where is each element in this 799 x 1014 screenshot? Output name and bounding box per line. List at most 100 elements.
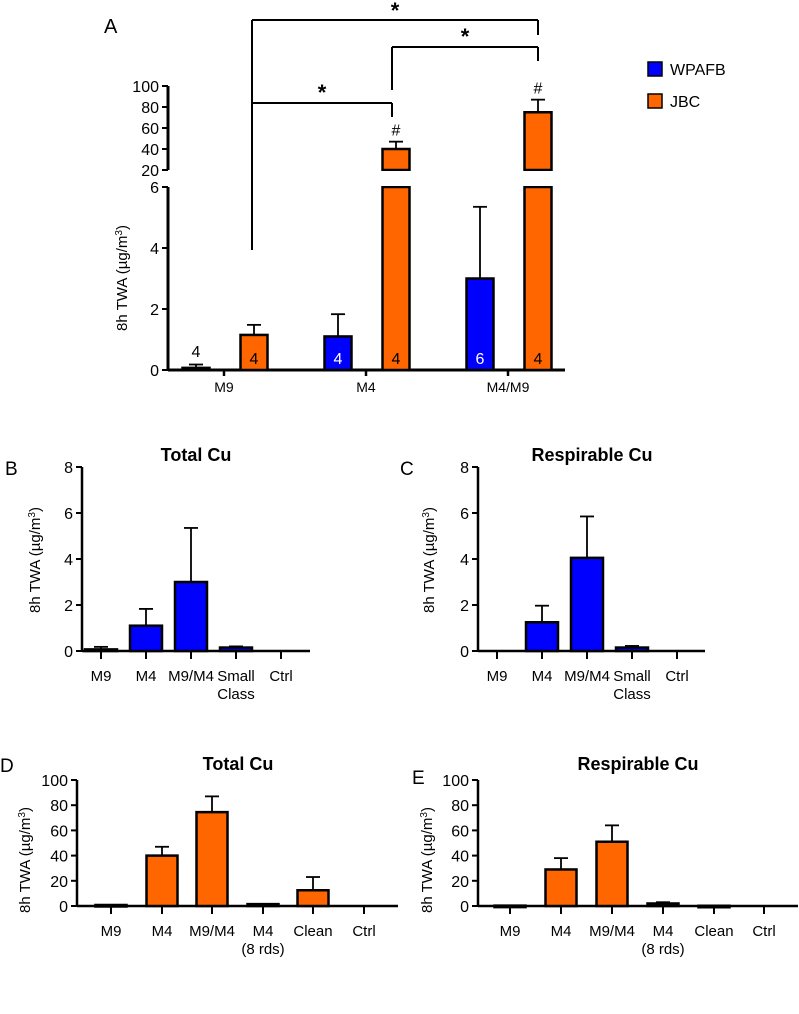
y-tick-label: 80 [451, 798, 469, 815]
y-tick-label: 6 [460, 506, 469, 523]
y-tick-label: 80 [50, 798, 68, 815]
x-tick-label: M4/M9 [487, 379, 530, 395]
y-tick-label: 8 [460, 460, 469, 477]
panel-b: B Total Cu 0 2 4 6 8 8h TWA (µg/m3) M9 M4 M9/M4 Sma… [5, 445, 310, 703]
bar [246, 902, 280, 908]
y-axis-label: 8h TWA (µg/m3) [17, 807, 35, 913]
n-label: 4 [534, 351, 543, 368]
significance-marker-hash: # [392, 123, 401, 140]
x-tick-label: Ctrl [752, 923, 775, 940]
x-tick-label: (8 rds) [641, 941, 684, 958]
x-tick-label: M4 [152, 923, 173, 940]
significance-star: * [318, 80, 327, 105]
x-tick-label: Ctrl [269, 668, 292, 685]
bar [544, 868, 578, 908]
x-tick-label: M9/M4 [168, 668, 214, 685]
bar [569, 556, 605, 653]
panel-title: Respirable Cu [531, 445, 652, 465]
panel-title: Respirable Cu [577, 754, 698, 774]
y-axis-label: 8h TWA (µg/m3) [419, 807, 437, 913]
x-tick-label: Ctrl [665, 668, 688, 685]
bar [218, 646, 254, 653]
bar-wpafb [323, 335, 353, 372]
bar [595, 840, 629, 908]
y-tick-label: 100 [442, 773, 469, 790]
x-tick-label: (8 rds) [241, 941, 284, 958]
y-axis-label: 8h TWA (µg/m3) [114, 225, 132, 331]
x-tick-label: Small [613, 668, 651, 685]
legend-swatch-wpafb [647, 61, 663, 77]
bar-wpafb [181, 366, 211, 372]
y-tick-label: 2 [460, 598, 469, 615]
n-label: 6 [476, 351, 485, 368]
bar [83, 648, 119, 653]
y-tick-label: 40 [451, 849, 469, 866]
y-tick-label: 2 [64, 598, 73, 615]
bar [128, 624, 164, 653]
x-tick-label: M4 [551, 923, 572, 940]
panel-title: Total Cu [203, 754, 274, 774]
y-tick-label: 0 [59, 899, 68, 916]
bar-jbc [523, 185, 553, 372]
y-tick-label: 100 [41, 773, 68, 790]
x-tick-label: M9 [500, 923, 521, 940]
y-axis-label: 8h TWA (µg/m3) [421, 507, 439, 613]
y-tick-label: 6 [150, 180, 159, 197]
n-label: 4 [250, 351, 259, 368]
y-tick-label: 4 [460, 552, 469, 569]
x-tick-label: Small [217, 668, 255, 685]
legend: WPAFB JBC [647, 61, 726, 111]
x-tick-label: M4 [532, 668, 553, 685]
y-tick-label: 4 [150, 241, 159, 258]
y-tick-label: 6 [64, 506, 73, 523]
bar-jbc-upper [523, 111, 553, 172]
bar [296, 889, 330, 908]
legend-label-jbc: JBC [670, 94, 700, 111]
bar [493, 904, 527, 909]
x-tick-label: M4 [253, 923, 274, 940]
y-tick-label: 60 [141, 121, 159, 138]
bar [697, 904, 731, 909]
x-tick-label: M9 [214, 379, 234, 395]
panel-title: Total Cu [161, 445, 232, 465]
bar [524, 621, 560, 653]
panel-label-b: B [5, 459, 18, 480]
bar [173, 580, 209, 653]
x-tick-label: M9/M4 [564, 668, 610, 685]
y-tick-label: 20 [50, 874, 68, 891]
bar-jbc-upper [381, 147, 411, 172]
panel-d: D Total Cu 0 20 40 60 80 100 8h TWA (µg/m3) M9 M4 M… [0, 754, 398, 958]
y-tick-label: 40 [50, 849, 68, 866]
y-tick-label: 20 [141, 163, 159, 180]
bar [195, 810, 229, 908]
significance-star: * [391, 0, 400, 23]
panel-c: C Respirable Cu 0 2 4 6 8 8h TWA (µg/m3) M9 M4 M9/… [400, 445, 705, 703]
x-tick-label: M4 [356, 379, 376, 395]
x-tick-label: M9/M4 [589, 923, 635, 940]
panel-label-d: D [0, 756, 14, 777]
x-tick-label: Class [217, 686, 255, 703]
axis-break-gap [379, 171, 413, 186]
y-tick-label: 40 [141, 142, 159, 159]
x-tick-label: M9 [101, 923, 122, 940]
x-tick-label: Class [613, 686, 651, 703]
y-tick-label: 0 [460, 644, 469, 661]
bar [614, 646, 650, 653]
y-tick-label: 2 [150, 302, 159, 319]
y-tick-label: 100 [132, 79, 159, 96]
y-tick-label: 4 [64, 552, 73, 569]
x-tick-label: M4 [653, 923, 674, 940]
legend-label-wpafb: WPAFB [670, 62, 726, 79]
n-label: 4 [192, 344, 201, 361]
axis-break-gap [521, 171, 555, 186]
x-tick-label: M9/M4 [189, 923, 235, 940]
bar [94, 903, 128, 908]
y-tick-label: 8 [64, 460, 73, 477]
y-tick-label: 20 [451, 874, 469, 891]
bar [145, 854, 179, 908]
n-label: 4 [392, 351, 401, 368]
panel-label-c: C [400, 459, 414, 480]
bar [646, 902, 680, 908]
